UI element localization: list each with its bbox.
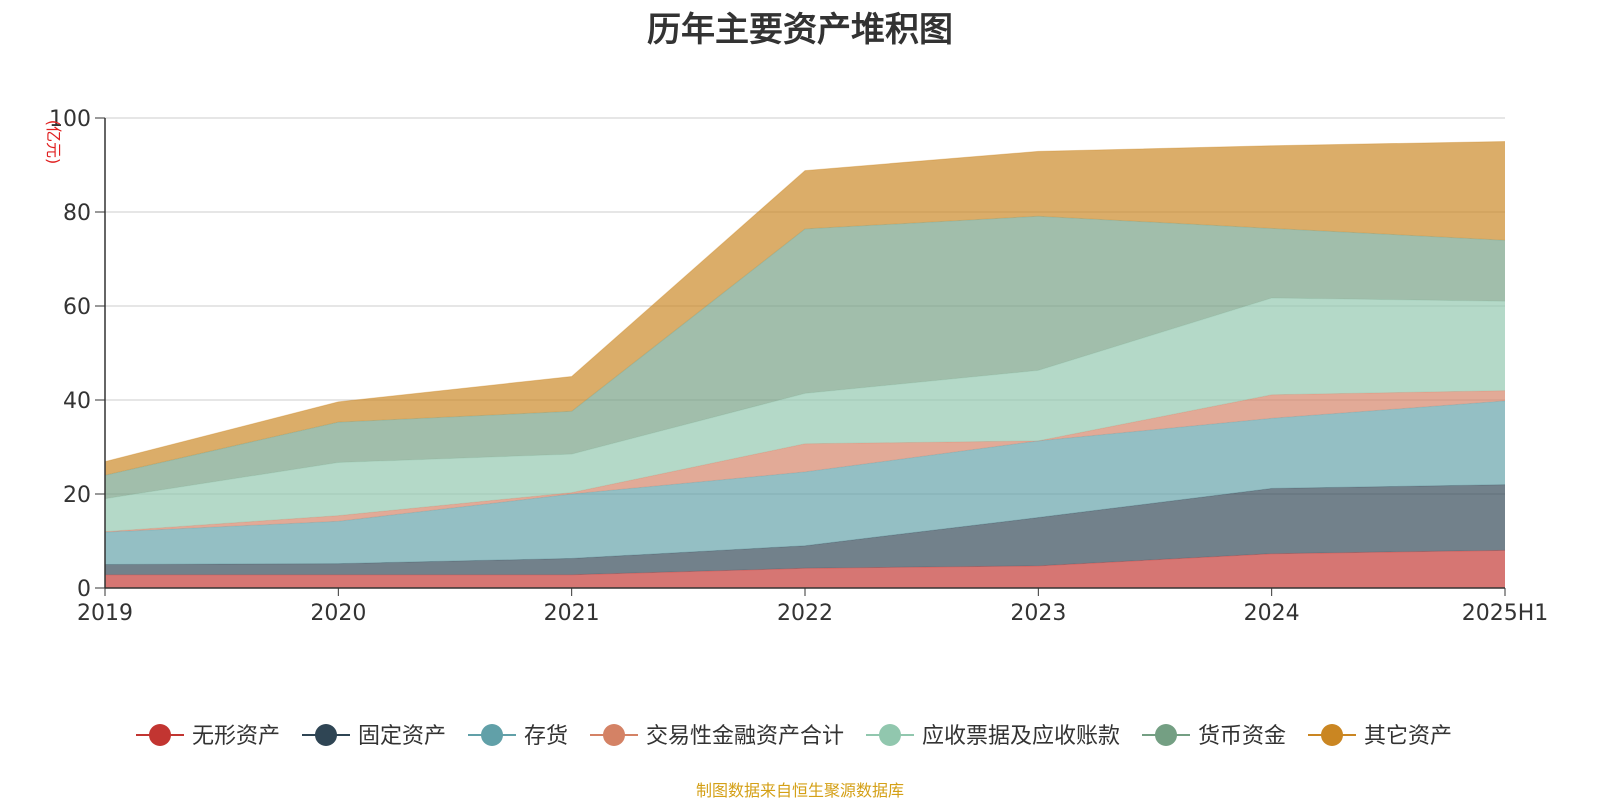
y-tick-label: 40 bbox=[63, 389, 91, 414]
x-tick-label: 2025H1 bbox=[1462, 601, 1549, 626]
legend-label-4[interactable]: 应收票据及应收账款 bbox=[922, 724, 1120, 749]
data-source-note: 制图数据来自恒生聚源数据库 bbox=[695, 781, 904, 800]
legend-label-2[interactable]: 存货 bbox=[524, 724, 568, 749]
y-tick-label: 60 bbox=[63, 295, 91, 320]
legend-marker-3[interactable] bbox=[603, 724, 625, 746]
legend-marker-2[interactable] bbox=[481, 724, 503, 746]
y-tick-label: 80 bbox=[63, 201, 91, 226]
y-tick-label: 20 bbox=[63, 483, 91, 508]
x-tick-label: 2023 bbox=[1010, 601, 1066, 626]
area-series-4 bbox=[105, 298, 1505, 532]
legend-label-3[interactable]: 交易性金融资产合计 bbox=[646, 724, 844, 749]
area-series-6 bbox=[105, 141, 1505, 476]
area-series-5 bbox=[105, 216, 1505, 499]
legend-marker-0[interactable] bbox=[149, 724, 171, 746]
area-series-2 bbox=[105, 400, 1505, 565]
legend-label-0[interactable]: 无形资产 bbox=[192, 724, 280, 749]
y-tick-label: 100 bbox=[49, 107, 91, 132]
chart-title: 历年主要资产堆积图 bbox=[647, 10, 953, 50]
legend-marker-5[interactable] bbox=[1155, 724, 1177, 746]
x-tick-label: 2020 bbox=[310, 601, 366, 626]
x-tick-label: 2021 bbox=[544, 601, 600, 626]
area-series-3 bbox=[105, 390, 1505, 533]
y-tick-label: 0 bbox=[77, 577, 91, 602]
legend-label-6[interactable]: 其它资产 bbox=[1364, 724, 1452, 749]
x-tick-label: 2022 bbox=[777, 601, 833, 626]
x-tick-label: 2024 bbox=[1244, 601, 1300, 626]
y-axis-unit-label: (亿元) bbox=[44, 120, 63, 165]
x-tick-label: 2019 bbox=[77, 601, 133, 626]
area-series-0 bbox=[105, 550, 1505, 588]
legend-marker-1[interactable] bbox=[315, 724, 337, 746]
legend-marker-6[interactable] bbox=[1321, 724, 1343, 746]
legend-marker-4[interactable] bbox=[879, 724, 901, 746]
legend-label-1[interactable]: 固定资产 bbox=[358, 724, 446, 749]
legend-label-5[interactable]: 货币资金 bbox=[1198, 724, 1286, 749]
area-series-edge-6 bbox=[104, 141, 1506, 463]
area-series-1 bbox=[105, 484, 1505, 575]
